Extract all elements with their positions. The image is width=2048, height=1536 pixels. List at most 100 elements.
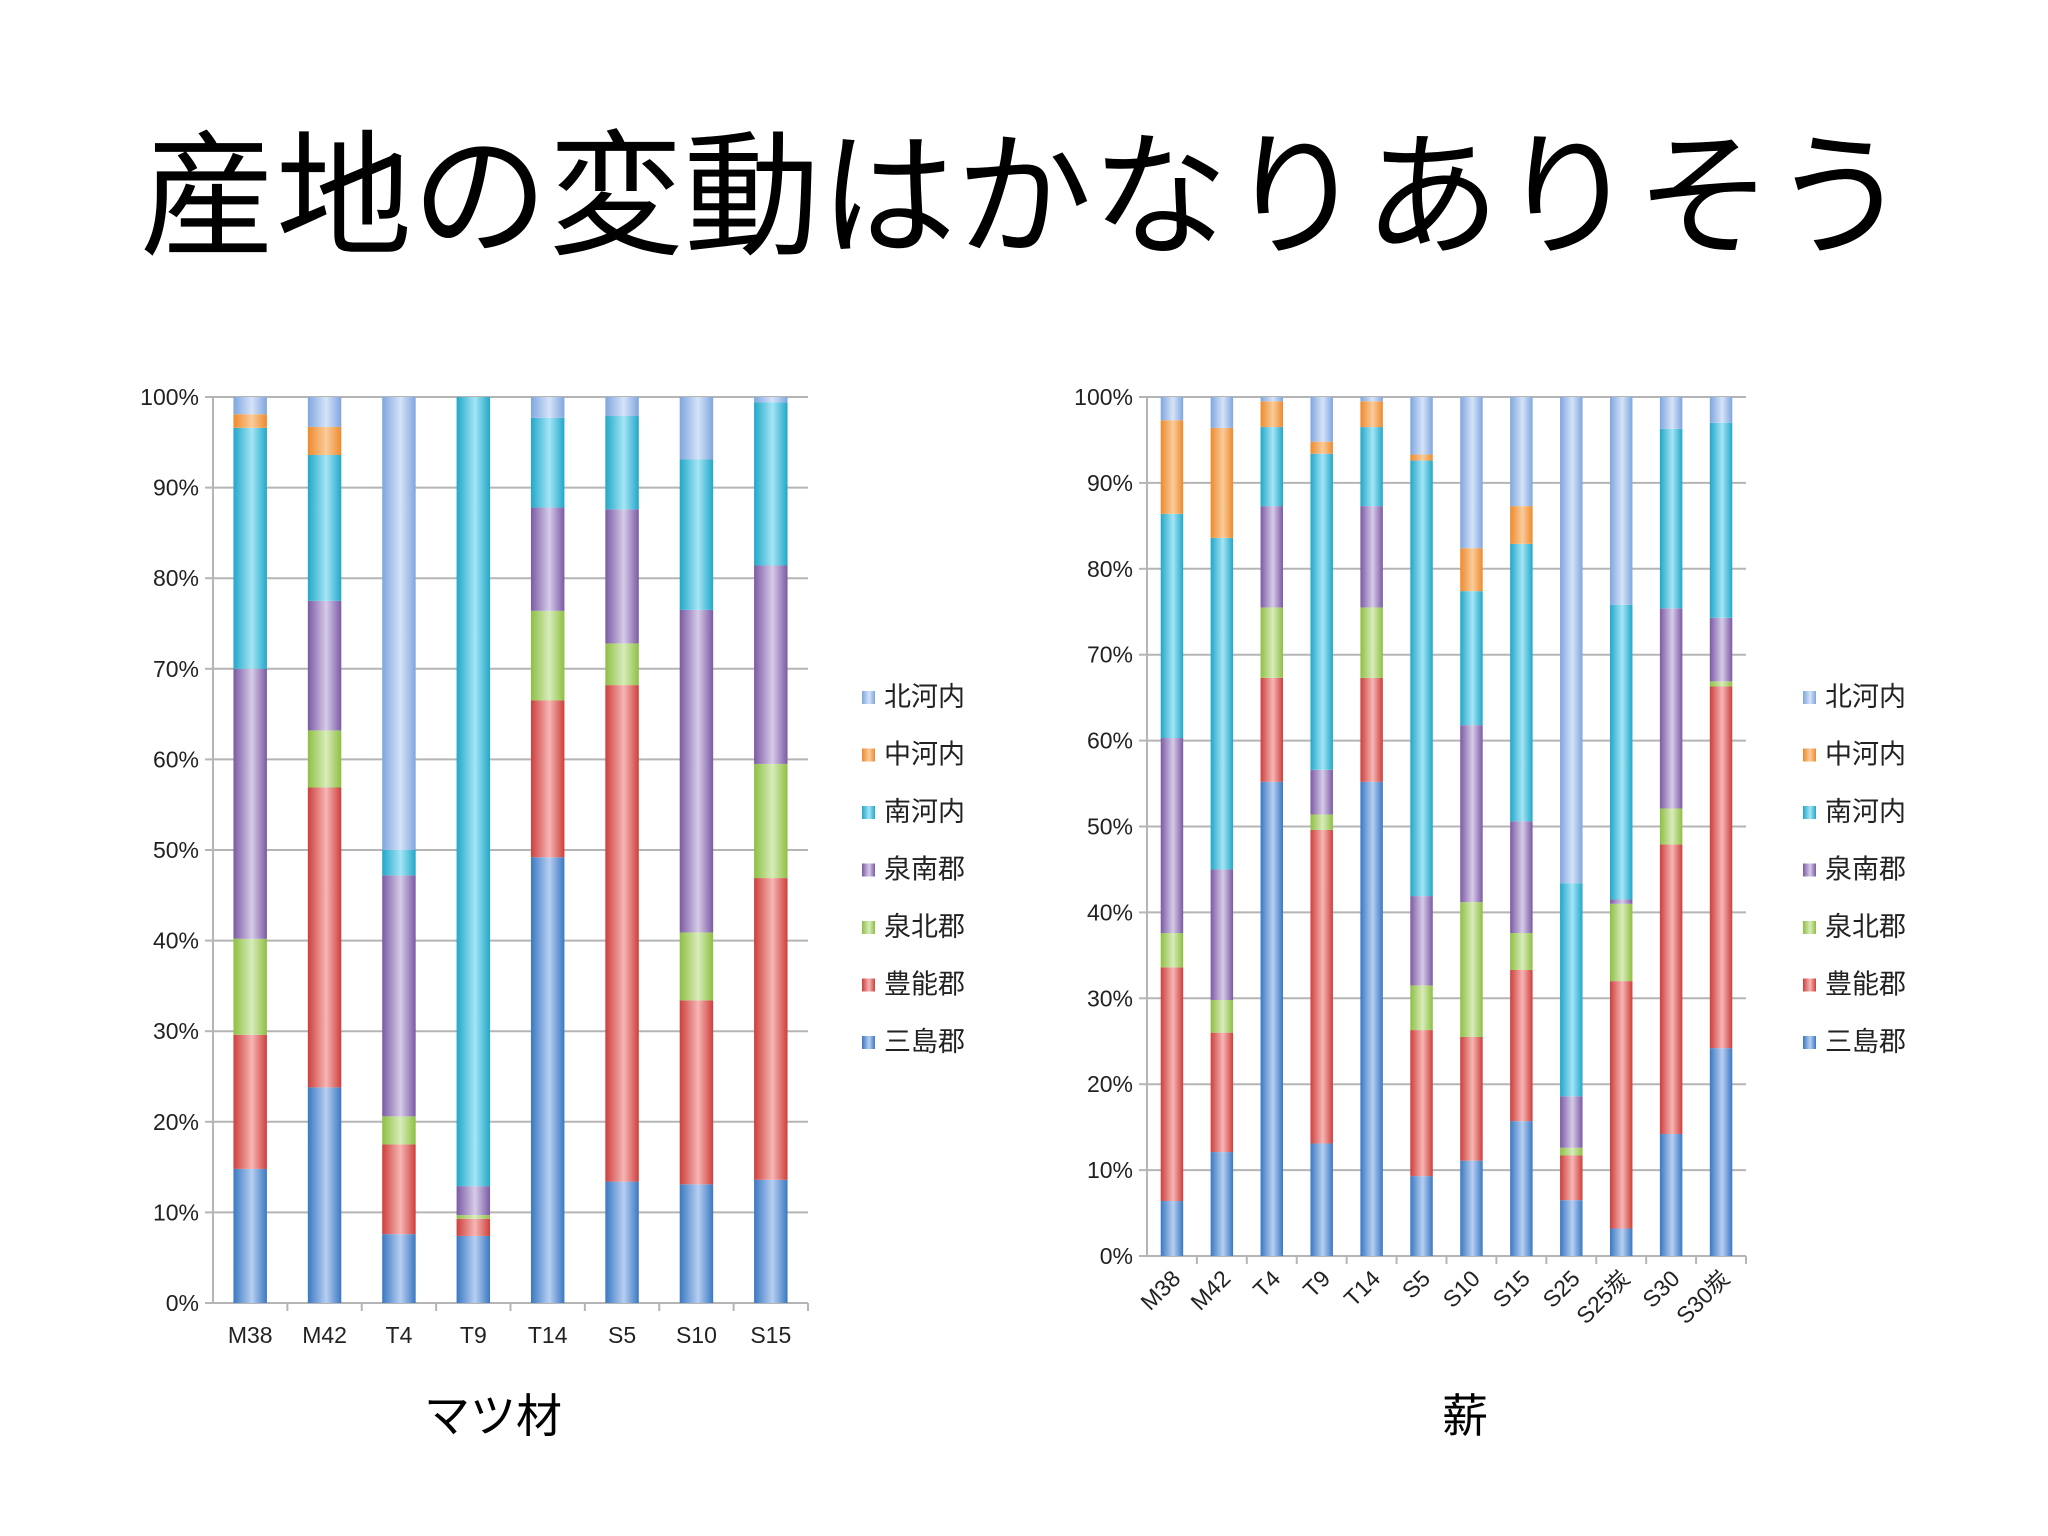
legend-swatch	[1803, 978, 1816, 992]
bar-segment-S10-泉南郡	[679, 609, 714, 933]
bar-segment-M42-南河内	[307, 454, 342, 601]
legend-swatch	[1803, 863, 1816, 877]
bar-segment-S5-泉北郡	[605, 643, 639, 686]
x-tick-label: M42	[302, 1322, 347, 1348]
bar-segment-S25炭-南河内	[1609, 604, 1633, 900]
bar-segment-T4-中河内	[1260, 401, 1284, 428]
y-tick-label: 90%	[153, 475, 199, 501]
bar-segment-S25-豊能郡	[1560, 1155, 1583, 1201]
bar-segment-S25-南河内	[1560, 883, 1583, 1097]
x-tick-label: S30炭	[1671, 1265, 1735, 1329]
slide-title: 産地の変動はかなりありそう	[140, 119, 1908, 277]
bar-segment-T14-豊能郡	[530, 700, 565, 858]
y-tick-label: 50%	[1087, 814, 1133, 840]
x-tick-label: M38	[228, 1322, 273, 1348]
bar-segment-S5-三島郡	[1410, 1176, 1433, 1256]
bar-segment-S15-南河内	[1510, 543, 1533, 822]
y-tick-label: 0%	[1100, 1243, 1133, 1269]
legend-label: 三島郡	[1825, 1027, 1906, 1058]
bar-segment-S25炭-泉南郡	[1609, 899, 1633, 904]
bar-segment-S15-三島郡	[1510, 1121, 1533, 1256]
bar-segment-T4-豊能郡	[382, 1144, 416, 1235]
bar-segment-M38-北河内	[233, 397, 267, 415]
bar-segment-T4-三島郡	[382, 1234, 416, 1303]
bar-segment-S30炭-豊能郡	[1709, 686, 1733, 1049]
legend-label: 豊能郡	[1825, 970, 1906, 1001]
bar-segment-S30-豊能郡	[1659, 844, 1683, 1135]
x-tick-label: S15	[1488, 1265, 1535, 1312]
x-tick-label: T9	[1298, 1265, 1335, 1302]
bar-segment-S30-泉南郡	[1659, 608, 1683, 809]
bar-segment-M38-三島郡	[1160, 1201, 1184, 1256]
bar-segment-M42-泉北郡	[307, 730, 342, 788]
bar-segment-M42-中河内	[307, 426, 342, 455]
bar-segment-M42-三島郡	[1210, 1152, 1234, 1256]
bar-segment-T14-泉北郡	[1360, 607, 1383, 678]
bar-segment-M42-中河内	[1210, 427, 1234, 538]
bar-segment-S5-北河内	[605, 397, 639, 417]
bar-segment-M42-豊能郡	[307, 787, 342, 1088]
bar-segment-S5-泉南郡	[605, 509, 639, 644]
bar-segment-S15-泉南郡	[1510, 821, 1533, 934]
bar-segment-S5-南河内	[1410, 460, 1433, 897]
x-tick-label: T14	[1339, 1265, 1386, 1312]
legend-swatch	[862, 1036, 875, 1049]
bar-segment-S5-泉南郡	[1410, 896, 1433, 986]
chart-caption: マツ材	[424, 1389, 562, 1443]
bar-segment-T9-豊能郡	[1310, 829, 1333, 1144]
x-tick-label: S25炭	[1571, 1265, 1635, 1329]
bar-segment-T4-泉北郡	[382, 1116, 416, 1145]
legend-label: 中河内	[884, 740, 965, 771]
bar-segment-M38-泉北郡	[1160, 933, 1184, 968]
bar-segment-T9-中河内	[1310, 441, 1333, 454]
bar-segment-S5-豊能郡	[605, 685, 639, 1182]
legend-swatch	[862, 806, 875, 819]
chart-firewood: 0% 10% 20% 30% 40% 50% 60% 70% 80% 90% 100% M38 M42 T…	[1074, 384, 1906, 1443]
bar-segment-M38-泉北郡	[233, 938, 267, 1035]
y-tick-label: 50%	[153, 837, 199, 863]
bar-segment-T9-北河内	[1310, 397, 1333, 442]
legend-label: 泉北郡	[1825, 912, 1906, 943]
bar-segment-S10-北河内	[679, 397, 714, 460]
bar-segment-S15-北河内	[1510, 397, 1533, 507]
bar-segment-M42-北河内	[307, 397, 342, 427]
bar-segment-M38-豊能郡	[233, 1034, 267, 1169]
bar-segment-T9-泉南郡	[1310, 769, 1333, 815]
chart-pine-wood: 0% 10% 20% 30% 40% 50% 60% 70% 80% 90% 100% M38 M42 T…	[140, 384, 965, 1443]
bar-segment-S15-三島郡	[754, 1179, 788, 1303]
bar-segment-M38-南河内	[1160, 513, 1184, 739]
y-tick-label: 40%	[1087, 899, 1133, 925]
bar-segment-S25-三島郡	[1560, 1200, 1583, 1256]
bar-segment-S30-北河内	[1659, 397, 1683, 429]
x-tick-label: T4	[1248, 1265, 1286, 1303]
bar-segment-S5-中河内	[1410, 454, 1433, 461]
bar-segment-M42-泉北郡	[1210, 1000, 1234, 1033]
bar-segment-S15-泉北郡	[1510, 933, 1533, 970]
legend-label: 北河内	[884, 682, 965, 713]
y-tick-label: 10%	[1087, 1157, 1133, 1183]
bar-segment-S15-豊能郡	[754, 878, 788, 1180]
legend-swatch	[1803, 806, 1816, 819]
y-tick-label: 70%	[1087, 642, 1133, 668]
bar-segment-M42-北河内	[1210, 397, 1234, 428]
chart-caption: 薪	[1442, 1389, 1488, 1443]
bar-segment-M38-泉南郡	[1160, 738, 1184, 934]
bar-segment-T14-三島郡	[1360, 781, 1383, 1256]
legend-label: 泉南郡	[1825, 855, 1906, 886]
bar-segment-S30-南河内	[1659, 428, 1683, 609]
y-tick-label: 20%	[1087, 1071, 1133, 1097]
x-tick-label: T4	[386, 1322, 413, 1348]
bar-segment-T14-中河内	[1360, 401, 1383, 428]
bar-segment-S10-泉北郡	[1460, 902, 1483, 1037]
bar-segment-T4-北河内	[1260, 397, 1284, 402]
legend-label: 三島郡	[884, 1027, 965, 1058]
bar-segment-S10-中河内	[1460, 548, 1483, 592]
bar-segment-M38-中河内	[233, 414, 267, 428]
bar-segment-M42-三島郡	[307, 1087, 342, 1303]
bar-segment-M42-南河内	[1210, 537, 1234, 870]
bar-segment-S25炭-豊能郡	[1609, 981, 1633, 1229]
bar-segment-S30炭-泉北郡	[1709, 681, 1733, 687]
bar-segment-S10-三島郡	[679, 1184, 714, 1303]
legend-label: 南河内	[1825, 797, 1906, 828]
bar-segment-M42-泉南郡	[307, 600, 342, 731]
